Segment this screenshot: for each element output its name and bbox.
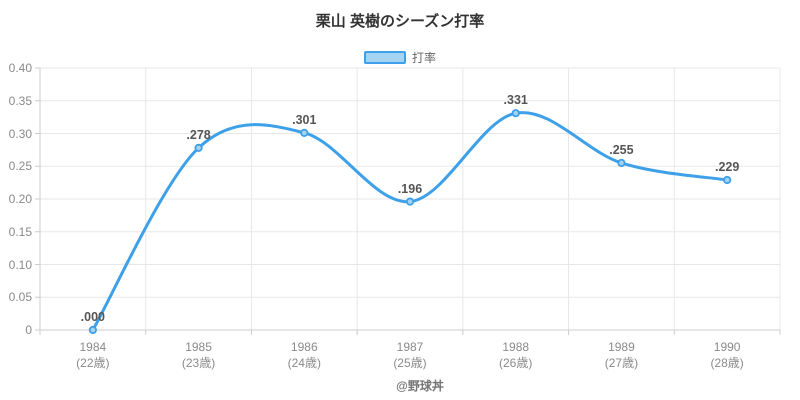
y-tick-label: 0.10	[8, 257, 32, 272]
x-tick-age: (24歳)	[287, 356, 321, 370]
x-tick-label: 1989 (27歳)	[569, 339, 675, 371]
y-tick-label: 0.40	[8, 61, 32, 75]
x-tick-age: (23歳)	[181, 356, 216, 370]
x-tick-label: 1984 (22歳)	[40, 339, 146, 371]
x-tick-year: 1990	[713, 340, 741, 354]
data-point[interactable]	[723, 175, 732, 185]
y-tick-label: 0	[25, 323, 32, 337]
x-tick-label: 1988 (26歳)	[463, 339, 569, 371]
y-tick-label: 0.30	[8, 126, 32, 141]
data-point[interactable]	[88, 325, 97, 335]
x-tick-age: (27歳)	[604, 356, 639, 370]
y-tick-label: 0.35	[8, 93, 32, 108]
x-tick-age: (22歳)	[76, 356, 110, 370]
y-tick-label: 0.20	[8, 192, 32, 206]
y-tick-label: 0.15	[8, 224, 32, 239]
watermark-caption: @野球丼	[396, 379, 444, 393]
data-point[interactable]	[194, 143, 203, 153]
data-point[interactable]	[300, 128, 309, 137]
series-line	[91, 111, 729, 332]
point-value-label: .000	[80, 310, 106, 324]
x-tick-label: 1987 (25歳)	[357, 339, 463, 371]
chart-title: 栗山 英樹のシーズン打率	[315, 13, 485, 30]
x-tick-label: 1990 (28歳)	[674, 339, 780, 371]
point-value-label: .301	[292, 112, 317, 127]
x-tick-age: (25歳)	[393, 356, 427, 370]
point-value-label: .229	[714, 160, 740, 174]
x-tick-year: 1987	[396, 340, 424, 354]
x-tick-label: 1986 (24歳)	[251, 339, 357, 371]
x-tick-age: (26歳)	[499, 356, 533, 370]
point-value-label: .278	[186, 127, 211, 142]
y-tick-label: 0.25	[8, 159, 32, 174]
legend: 打率	[0, 49, 800, 66]
legend-swatch	[363, 51, 406, 64]
x-tick-year: 1988	[502, 340, 530, 354]
x-tick-year: 1989	[608, 340, 635, 354]
y-tick-label: 0.05	[8, 290, 32, 305]
legend-item-batting-average[interactable]: 打率	[363, 49, 436, 66]
data-point[interactable]	[617, 158, 626, 168]
x-tick-year: 1984	[79, 340, 107, 354]
x-tick-age: (28歳)	[710, 356, 744, 370]
point-value-label: .331	[503, 93, 528, 108]
legend-label: 打率	[411, 51, 436, 65]
data-point[interactable]	[405, 197, 415, 206]
point-value-label: .255	[609, 142, 634, 157]
x-tick-year: 1986	[290, 340, 318, 354]
data-point[interactable]	[511, 109, 520, 118]
point-value-label: .196	[397, 181, 423, 196]
x-tick-year: 1985	[185, 340, 212, 354]
x-tick-label: 1985 (23歳)	[146, 339, 252, 371]
